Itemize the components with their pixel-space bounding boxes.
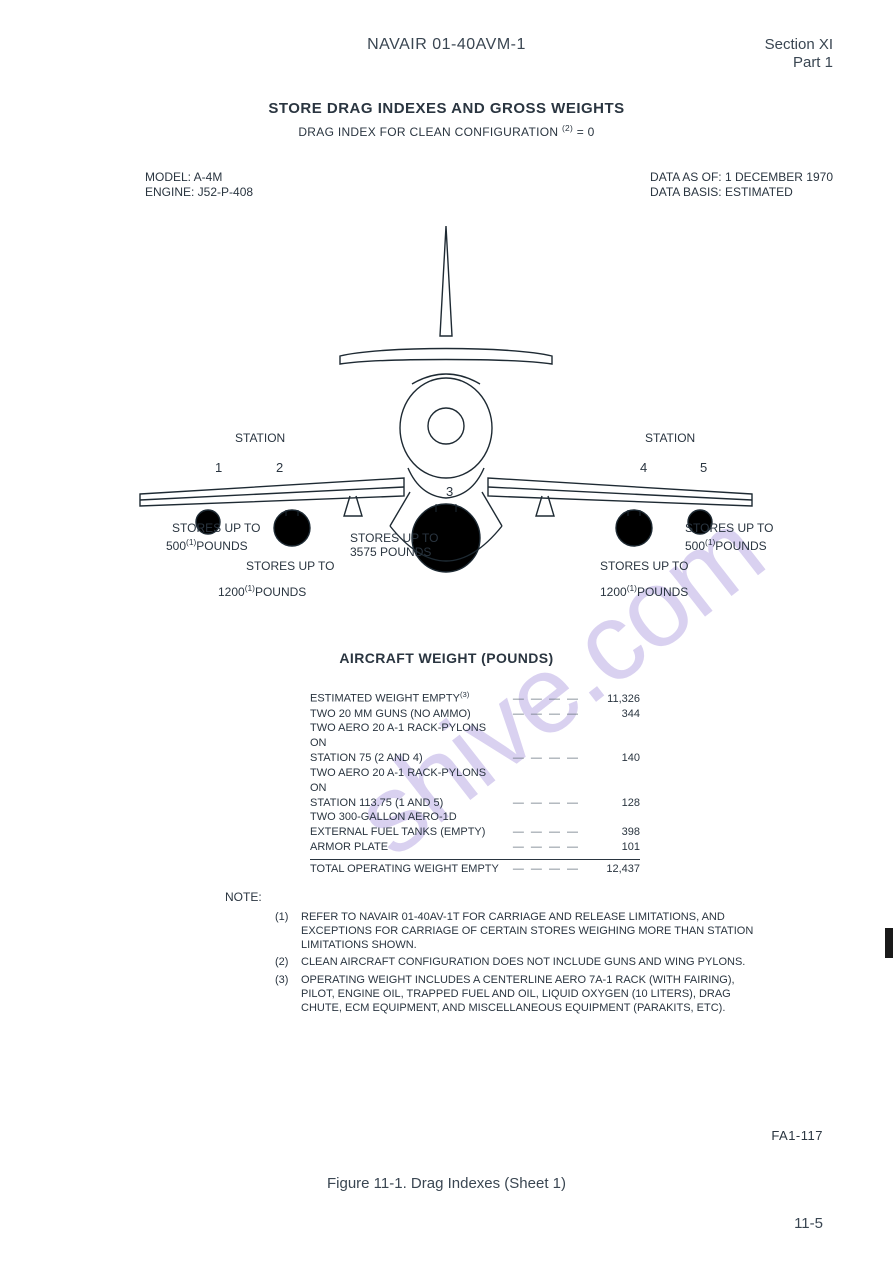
weight-header: AIRCRAFT WEIGHT (POUNDS) (0, 650, 893, 666)
store-5-l1: STORES UP TO (685, 522, 773, 536)
weight-total-label: TOTAL OPERATING WEIGHT EMPTY (310, 862, 509, 877)
weight-row-value: 398 (584, 825, 640, 840)
notes-block: NOTE: (1)REFER TO NAVAIR 01-40AV-1T FOR … (225, 890, 765, 1019)
station-num-5: 5 (700, 460, 707, 475)
weight-row-value: 140 (584, 751, 640, 766)
meta-right: DATA AS OF: 1 DECEMBER 1970 DATA BASIS: … (650, 170, 833, 200)
weight-row: TWO AERO 20 A-1 RACK-PYLONS ON STATION 7… (310, 721, 640, 766)
document-page: NAVAIR 01-40AVM-1 Section XI Part 1 STOR… (0, 0, 893, 1263)
weight-row-value: 11,326 (584, 692, 640, 707)
store-2-l2: 1200(1)POUNDS (218, 584, 306, 600)
figure-id: FA1-117 (771, 1128, 823, 1143)
notes-list: (1)REFER TO NAVAIR 01-40AV-1T FOR CARRIA… (275, 911, 765, 1015)
aircraft-svg (80, 216, 813, 616)
store-4-l1: STORES UP TO (600, 560, 688, 574)
store-2-l1: STORES UP TO (246, 560, 334, 574)
title-block: STORE DRAG INDEXES AND GROSS WEIGHTS DRA… (0, 100, 893, 139)
station-num-1: 1 (215, 460, 222, 475)
weight-table: ESTIMATED WEIGHT EMPTY(3)— — — —11,326TW… (310, 690, 640, 877)
weight-total-row: TOTAL OPERATING WEIGHT EMPTY — — — — 12,… (310, 862, 640, 877)
store-5-l2: 500(1)POUNDS (685, 538, 767, 554)
meta-engine: ENGINE: J52-P-408 (145, 185, 253, 200)
station-num-4: 4 (640, 460, 647, 475)
weight-row: ESTIMATED WEIGHT EMPTY(3)— — — —11,326 (310, 690, 640, 707)
weight-row: ARMOR PLATE— — — —101 (310, 840, 640, 855)
weight-row-label: ESTIMATED WEIGHT EMPTY(3) (310, 690, 509, 707)
header-right: Section XI Part 1 (765, 36, 833, 72)
weight-row: TWO 20 MM GUNS (NO AMMO)— — — —344 (310, 707, 640, 722)
station-label-left: STATION (235, 432, 285, 446)
store-3-l2: 3575 POUNDS (350, 546, 431, 560)
station-num-3: 3 (446, 484, 453, 499)
note-item: (1)REFER TO NAVAIR 01-40AV-1T FOR CARRIA… (275, 911, 765, 952)
station-num-2: 2 (276, 460, 283, 475)
page-number: 11-5 (794, 1215, 823, 1232)
note-item: (3)OPERATING WEIGHT INCLUDES A CENTERLIN… (275, 974, 765, 1015)
weight-row-label: TWO AERO 20 A-1 RACK-PYLONS ON STATION 1… (310, 766, 509, 811)
note-item: (2)CLEAN AIRCRAFT CONFIGURATION DOES NOT… (275, 956, 765, 970)
weight-row: TWO AERO 20 A-1 RACK-PYLONS ON STATION 1… (310, 766, 640, 811)
header-part: Part 1 (765, 54, 833, 72)
title-sub-sup: (2) (562, 123, 573, 133)
station-label-right: STATION (645, 432, 695, 446)
meta-left: MODEL: A-4M ENGINE: J52-P-408 (145, 170, 253, 200)
store-1-l2: 500(1)POUNDS (166, 538, 248, 554)
weight-row-label: TWO 20 MM GUNS (NO AMMO) (310, 707, 509, 722)
meta-basis: DATA BASIS: ESTIMATED (650, 185, 833, 200)
weight-row: TWO 300-GALLON AERO-1D EXTERNAL FUEL TAN… (310, 810, 640, 840)
side-change-bar (885, 928, 893, 958)
weight-row-value: 101 (584, 840, 640, 855)
weight-rule (310, 859, 640, 860)
header-doc-id: NAVAIR 01-40AVM-1 (0, 36, 893, 54)
title-sub-pre: DRAG INDEX FOR CLEAN CONFIGURATION (298, 125, 562, 139)
figure-caption: Figure 11-1. Drag Indexes (Sheet 1) (0, 1175, 893, 1192)
store-4-l2: 1200(1)POUNDS (600, 584, 688, 600)
weight-row-label: TWO AERO 20 A-1 RACK-PYLONS ON STATION 7… (310, 721, 509, 766)
weight-row-value: 128 (584, 796, 640, 811)
meta-asof: DATA AS OF: 1 DECEMBER 1970 (650, 170, 833, 185)
weight-total-value: 12,437 (584, 862, 640, 877)
title-main: STORE DRAG INDEXES AND GROSS WEIGHTS (0, 100, 893, 117)
store-3-l1: STORES UP TO (350, 532, 438, 546)
weight-row-value: 344 (584, 707, 640, 722)
store-1-l1: STORES UP TO (172, 522, 260, 536)
weight-row-label: TWO 300-GALLON AERO-1D EXTERNAL FUEL TAN… (310, 810, 509, 840)
title-sub: DRAG INDEX FOR CLEAN CONFIGURATION (2) =… (0, 123, 893, 139)
title-sub-post: = 0 (573, 125, 595, 139)
meta-model: MODEL: A-4M (145, 170, 253, 185)
header-section: Section XI (765, 36, 833, 54)
weight-row-label: ARMOR PLATE (310, 840, 509, 855)
aircraft-diagram: STATION STATION 1 2 3 4 5 STORES UP TO 5… (80, 216, 813, 616)
notes-header: NOTE: (225, 890, 765, 905)
